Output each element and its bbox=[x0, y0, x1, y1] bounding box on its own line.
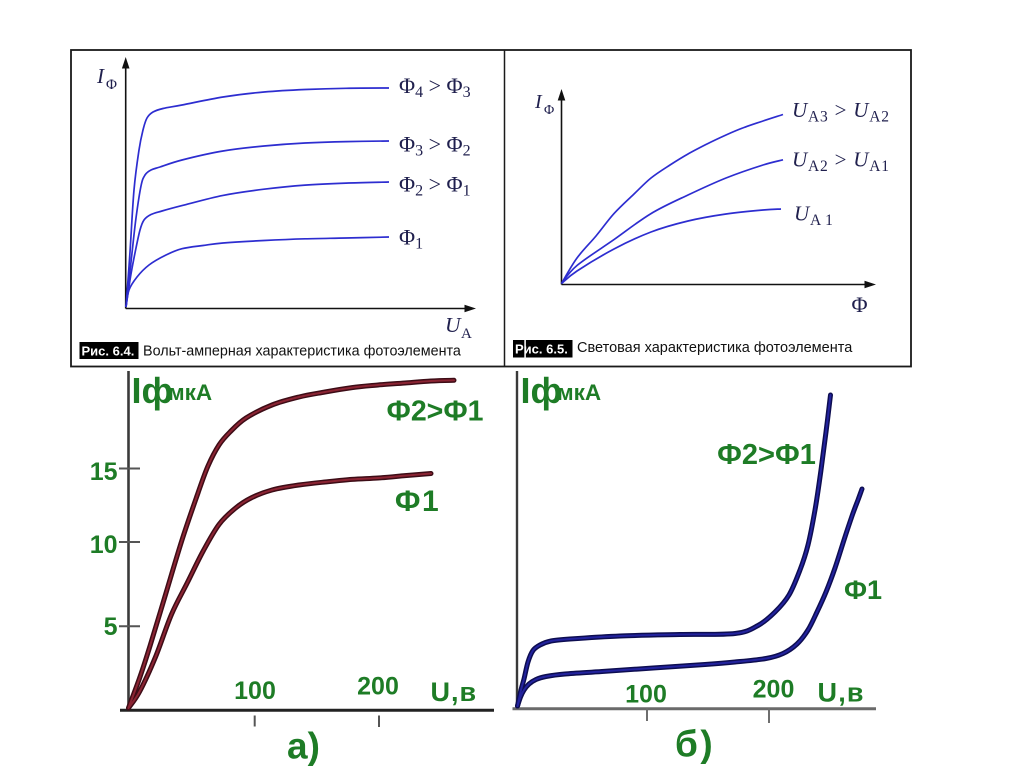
svg-text:Ф2>Ф1: Ф2>Ф1 bbox=[387, 396, 484, 428]
svg-text:Φ: Φ bbox=[106, 77, 117, 93]
svg-text:U,в: U,в bbox=[431, 677, 478, 707]
svg-text:а): а) bbox=[287, 726, 320, 767]
svg-text:Φ: Φ bbox=[852, 292, 868, 317]
svg-text:U,в: U,в bbox=[818, 678, 865, 708]
svg-text:Iф: Iф bbox=[132, 370, 174, 411]
svg-text:5: 5 bbox=[104, 613, 118, 641]
svg-text:200: 200 bbox=[357, 673, 399, 701]
svg-text:Φ2 > Φ1: Φ2 > Φ1 bbox=[399, 172, 471, 200]
svg-text:200: 200 bbox=[753, 676, 795, 704]
svg-text:U: U bbox=[445, 313, 462, 337]
svg-text:мкА: мкА bbox=[168, 380, 212, 405]
svg-text:Φ: Φ bbox=[544, 103, 554, 118]
svg-text:Ф1: Ф1 bbox=[395, 485, 440, 518]
svg-text:мкА: мкА bbox=[557, 380, 601, 405]
svg-text:100: 100 bbox=[234, 677, 276, 705]
svg-text:15: 15 bbox=[90, 458, 118, 486]
svg-text:10: 10 bbox=[90, 531, 118, 559]
svg-text:A: A bbox=[461, 326, 472, 342]
svg-text:Ф1: Ф1 bbox=[844, 575, 882, 605]
svg-text:I: I bbox=[534, 91, 543, 113]
svg-text:Φ3 > Φ2: Φ3 > Φ2 bbox=[399, 132, 471, 160]
svg-text:100: 100 bbox=[625, 681, 667, 709]
svg-text:Iф: Iф bbox=[521, 370, 563, 411]
svg-text:Φ4 > Φ3: Φ4 > Φ3 bbox=[399, 73, 471, 101]
svg-text:Рис. 6.4.: Рис. 6.4. bbox=[82, 344, 135, 359]
svg-text:Ф2>Ф1: Ф2>Ф1 bbox=[717, 439, 816, 471]
svg-text:Вольт-амперная характеристика: Вольт-амперная характеристика фотоэлемен… bbox=[143, 344, 461, 360]
svg-text:б): б) bbox=[675, 724, 715, 765]
svg-text:I: I bbox=[96, 64, 105, 88]
svg-text:Световая характеристика фотоэл: Световая характеристика фотоэлемента bbox=[577, 340, 853, 356]
svg-text:Рис. 6.5.: Рис. 6.5. bbox=[515, 342, 568, 357]
